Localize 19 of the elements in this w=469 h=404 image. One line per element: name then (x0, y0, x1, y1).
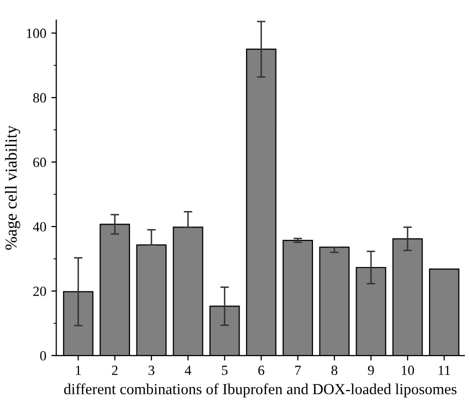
x-tick-label: 5 (222, 366, 228, 376)
y-axis-title: %age cell viability (5, 125, 20, 250)
y-tick-label: 0 (40, 351, 46, 360)
y-tick-label: 80 (33, 93, 46, 103)
x-tick-label: 7 (295, 366, 301, 375)
x-tick-label: 9 (368, 366, 374, 376)
y-tick-label: 100 (26, 28, 46, 38)
x-tick-label: 11 (438, 366, 450, 375)
x-tick-label: 10 (402, 366, 414, 376)
x-axis-title: different combinations of Ibuprofen and DOX-loaded liposomes (64, 383, 456, 398)
y-tick-label: 60 (33, 158, 46, 168)
x-tick-label: 2 (112, 366, 118, 375)
y-tick-label: 40 (32, 222, 46, 232)
x-tick-label: 8 (331, 366, 338, 376)
x-tick-label: 4 (184, 366, 192, 375)
x-tick-label: 6 (258, 366, 264, 376)
x-tick-label: 3 (148, 366, 154, 376)
x-tick-label: 1 (76, 366, 81, 375)
y-tick-label: 20 (33, 286, 46, 296)
